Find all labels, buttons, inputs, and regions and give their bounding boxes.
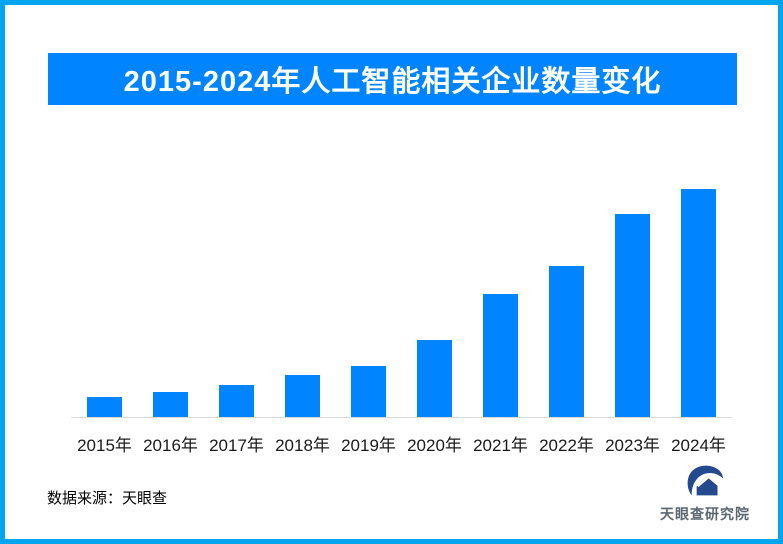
x-tick-label-2019年: 2019年 xyxy=(341,436,396,455)
title-banner: 2015-2024年人工智能相关企业数量变化 xyxy=(48,53,737,105)
x-tick-label-2016年: 2016年 xyxy=(143,436,198,455)
bar-chart-plot-area xyxy=(71,189,732,418)
bar-2022年 xyxy=(549,265,584,417)
bar-2018年 xyxy=(285,375,320,417)
tianyancha-research-logo: 天眼查研究院 xyxy=(650,463,760,524)
bar-2015年 xyxy=(87,397,122,417)
x-tick-label-2023年: 2023年 xyxy=(605,436,660,455)
x-tick-label-2021年: 2021年 xyxy=(473,436,528,455)
logo-text: 天眼查研究院 xyxy=(660,506,750,522)
bar-2019年 xyxy=(351,366,386,417)
x-axis-labels: 2015年 2016年 2017年 2018年 2019年 2020年 2021年 2022年… xyxy=(71,431,732,455)
x-tick-label-2015年: 2015年 xyxy=(77,436,132,455)
bar-2017年 xyxy=(219,385,254,417)
bar-2023年 xyxy=(615,213,650,417)
tianyancha-swoosh-house-icon xyxy=(650,463,760,501)
x-tick-label-2020年: 2020年 xyxy=(407,436,462,455)
bar-2024年 xyxy=(681,189,716,417)
bar-2016年 xyxy=(153,392,188,417)
x-tick-label-2024年: 2024年 xyxy=(671,436,726,455)
x-tick-label-2022年: 2022年 xyxy=(539,436,594,455)
chart-title: 2015-2024年人工智能相关企业数量变化 xyxy=(123,66,662,98)
bar-2020年 xyxy=(417,340,452,417)
x-tick-label-2017年: 2017年 xyxy=(209,436,264,455)
data-source-label: 数据来源：天眼查 xyxy=(47,490,168,507)
bar-2021年 xyxy=(483,293,518,417)
x-tick-label-2018年: 2018年 xyxy=(275,436,330,455)
